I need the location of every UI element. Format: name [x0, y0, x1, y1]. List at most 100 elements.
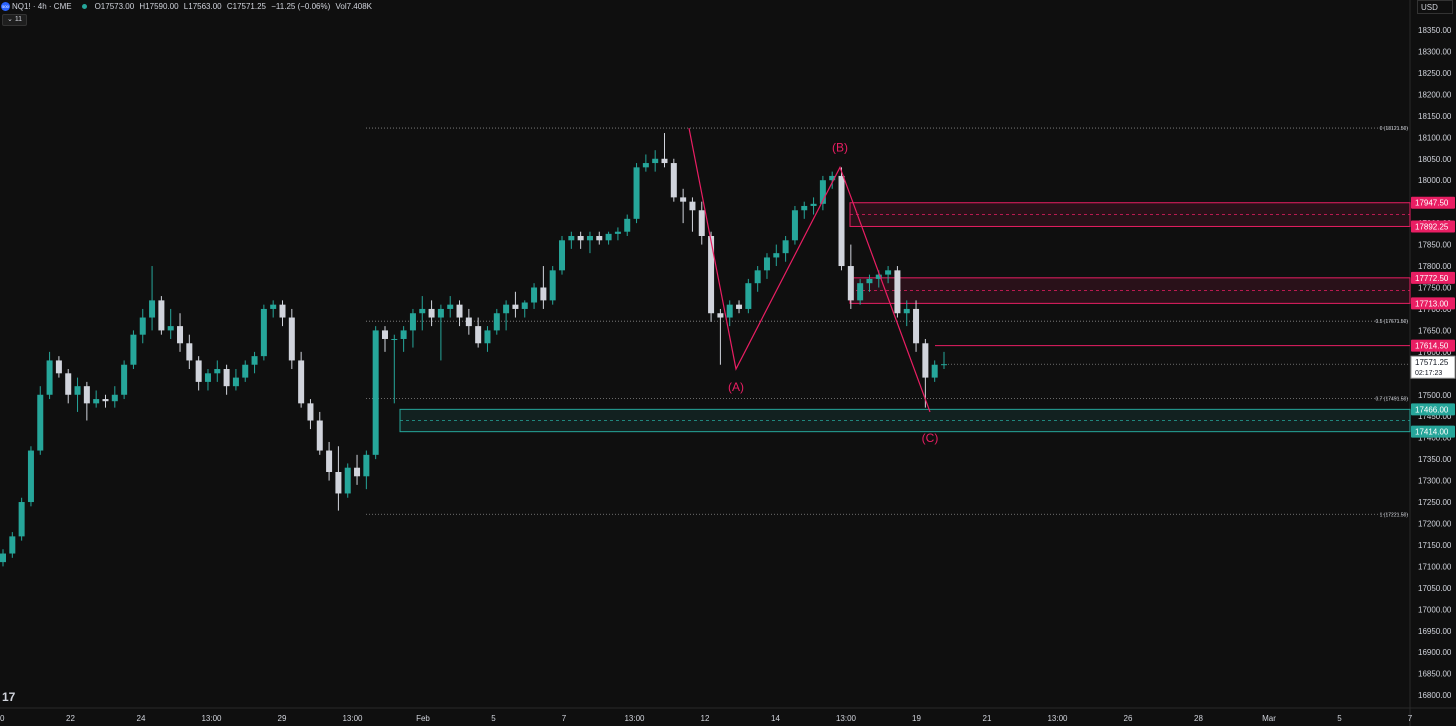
- candle-body: [829, 175, 836, 181]
- price-tag-label: 17947.50: [1415, 199, 1449, 208]
- time-tick-label: 19: [912, 714, 921, 723]
- time-tick-label: 5: [491, 714, 496, 723]
- indicator-toggle-button[interactable]: ⌄ 11: [2, 14, 28, 26]
- price-tick-label: 18150.00: [1418, 112, 1452, 121]
- indicator-count: 11: [14, 16, 23, 23]
- price-tag-label: 17466.00: [1415, 405, 1449, 414]
- candle-body: [428, 308, 435, 318]
- candle-body: [326, 450, 333, 472]
- candle-body: [260, 308, 267, 357]
- candle-body: [810, 203, 817, 206]
- candle-body: [363, 454, 370, 477]
- candle-body: [344, 467, 351, 494]
- candle-body: [670, 163, 677, 198]
- price-tick-label: 18200.00: [1418, 90, 1452, 99]
- candle-body: [121, 364, 128, 395]
- price-tick-label: 17000.00: [1418, 605, 1452, 614]
- price-tick-label: 17800.00: [1418, 262, 1452, 271]
- wave-label-a: (A): [728, 380, 744, 394]
- currency-button[interactable]: USD: [1417, 0, 1453, 14]
- time-tick-label: 13:00: [836, 714, 857, 723]
- candle-body: [922, 343, 929, 378]
- candle-body: [400, 330, 407, 339]
- candle-body: [782, 240, 789, 254]
- time-tick-label: 13:00: [624, 714, 645, 723]
- price-tag: [1411, 339, 1455, 352]
- candle-body: [726, 304, 733, 318]
- price-tag: [1411, 220, 1455, 233]
- price-tag: [1411, 297, 1455, 310]
- candle-body: [941, 364, 947, 366]
- price-tick-label: 16950.00: [1418, 627, 1452, 636]
- price-tick-label: 18050.00: [1418, 155, 1452, 164]
- price-tag-label: 17713.00: [1415, 299, 1449, 308]
- symbol-name[interactable]: NQ1! · 4h · CME: [12, 1, 72, 11]
- candle-body: [894, 270, 901, 314]
- candle-body: [46, 360, 53, 395]
- price-tick-label: 17600.00: [1418, 348, 1452, 357]
- price-tag-label: 17614.50: [1415, 342, 1449, 351]
- candle-body: [18, 502, 25, 537]
- candle-body: [298, 360, 305, 404]
- candle-body: [531, 287, 538, 303]
- current-price-tag: [1410, 355, 1456, 379]
- candle-body: [74, 386, 81, 395]
- candle-body: [605, 233, 612, 241]
- candle-body: [586, 236, 593, 241]
- candle-body: [465, 317, 472, 327]
- fib-level-label: 0 (18121.50): [1380, 126, 1409, 132]
- tradingview-logo-icon[interactable]: 17: [2, 690, 16, 704]
- time-tick-label: Feb: [416, 714, 430, 723]
- price-tag: [1411, 196, 1455, 209]
- time-tick-label: 13:00: [342, 714, 363, 723]
- candle-body: [55, 360, 62, 374]
- ohlc-values: O17573.00 H17590.00 L17563.00 C17571.25 …: [95, 2, 375, 11]
- change-value: −11.25 (−0.06%): [271, 1, 331, 11]
- fib-level-label: 1 (17221.50): [1380, 512, 1409, 518]
- wave-path: [688, 127, 931, 413]
- time-tick-label: Mar: [1262, 714, 1276, 723]
- candle-body: [736, 304, 743, 309]
- candle-body: [857, 283, 864, 301]
- candle-body: [652, 158, 659, 164]
- candle-body: [419, 308, 426, 314]
- time-tick-label: 13:00: [1047, 714, 1068, 723]
- candle-body: [596, 236, 603, 241]
- candle-body: [0, 553, 6, 563]
- candle-body: [540, 287, 547, 301]
- candle-body: [791, 210, 798, 241]
- candle-body: [177, 326, 184, 344]
- legend-bar: 500 NQ1! · 4h · CME O17573.00 H17590.00 …: [0, 0, 375, 12]
- price-tag: [1411, 271, 1455, 284]
- candle-body: [9, 536, 16, 554]
- candle-body: [391, 338, 398, 340]
- price-tag: [1411, 403, 1455, 416]
- candle-body: [139, 317, 146, 335]
- fib-level-label: 0.7 (17491.50): [1375, 396, 1408, 402]
- candle-body: [642, 163, 649, 168]
- current-price-label: 17571.25: [1415, 358, 1449, 367]
- time-tick-label: 7: [562, 714, 567, 723]
- candle-body: [847, 266, 854, 301]
- bar-countdown-label: 02:17:23: [1415, 370, 1442, 377]
- price-tick-label: 17450.00: [1418, 412, 1452, 421]
- price-tick-label: 17050.00: [1418, 584, 1452, 593]
- candle-body: [232, 377, 239, 387]
- candle-body: [568, 236, 575, 241]
- candle-body: [680, 197, 687, 202]
- price-tag: [1411, 425, 1455, 438]
- candle-body: [158, 300, 165, 331]
- candle-body: [149, 300, 156, 318]
- high-value: H17590.00: [139, 1, 179, 11]
- price-tick-label: 17300.00: [1418, 477, 1452, 486]
- candle-body: [708, 236, 715, 314]
- time-tick-label: 29: [278, 714, 287, 723]
- candle-body: [512, 304, 519, 309]
- fib-level-label: 0.5 (17671.50): [1375, 319, 1408, 325]
- wave-label-c: (C): [922, 431, 939, 445]
- candle-body: [717, 313, 724, 318]
- candle-body: [335, 472, 342, 494]
- candle-body: [270, 304, 277, 309]
- candle-body: [633, 167, 640, 219]
